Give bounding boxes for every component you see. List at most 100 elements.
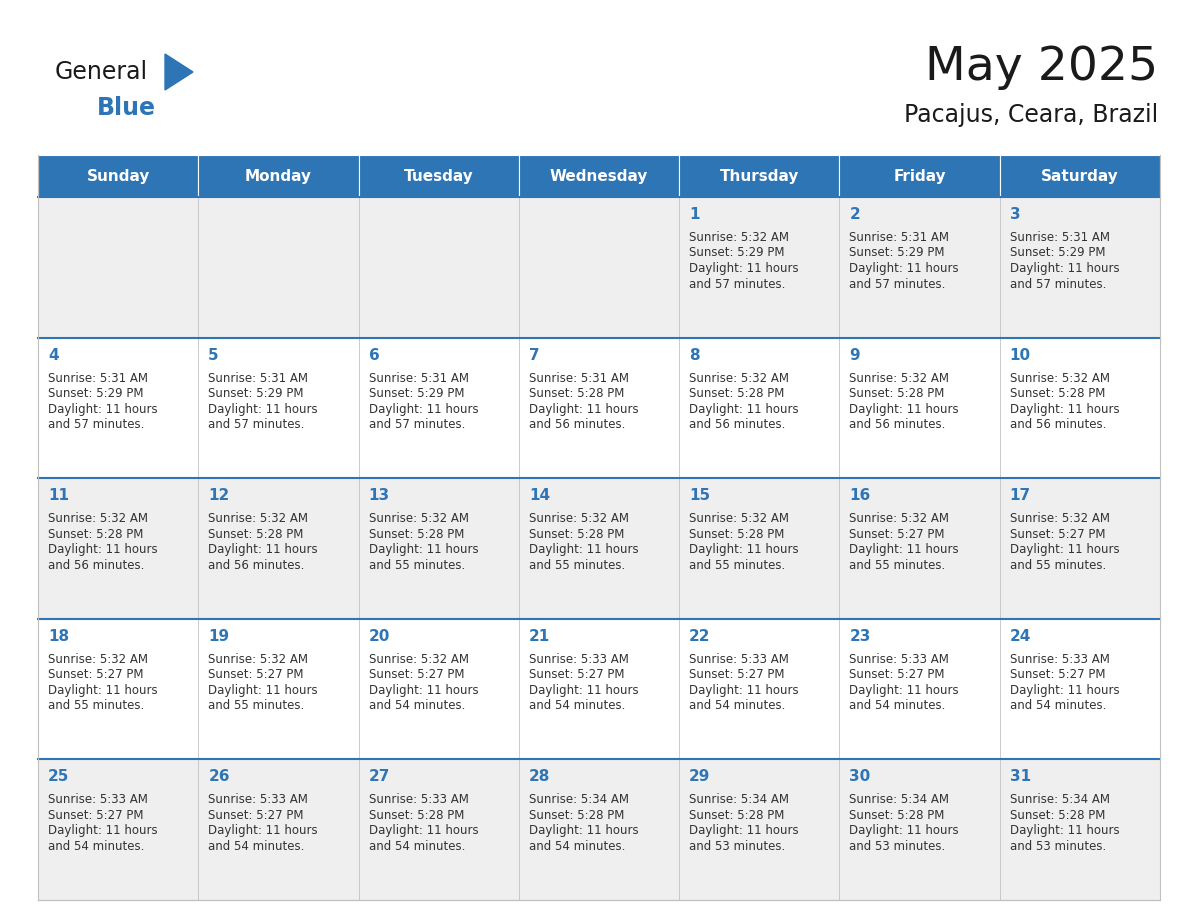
Text: and 56 minutes.: and 56 minutes. xyxy=(48,559,145,572)
Text: Pacajus, Ceara, Brazil: Pacajus, Ceara, Brazil xyxy=(904,103,1158,127)
Text: Daylight: 11 hours: Daylight: 11 hours xyxy=(689,403,798,416)
Text: Daylight: 11 hours: Daylight: 11 hours xyxy=(529,684,638,697)
Text: Sunset: 5:29 PM: Sunset: 5:29 PM xyxy=(48,387,144,400)
Text: and 55 minutes.: and 55 minutes. xyxy=(368,559,465,572)
Text: Daylight: 11 hours: Daylight: 11 hours xyxy=(48,543,158,556)
Text: Daylight: 11 hours: Daylight: 11 hours xyxy=(849,543,959,556)
Text: Sunrise: 5:33 AM: Sunrise: 5:33 AM xyxy=(529,653,628,666)
Bar xyxy=(359,155,519,197)
Text: Sunrise: 5:32 AM: Sunrise: 5:32 AM xyxy=(48,653,148,666)
Text: Tuesday: Tuesday xyxy=(404,169,474,184)
Text: and 54 minutes.: and 54 minutes. xyxy=(529,840,625,853)
Text: Sunset: 5:28 PM: Sunset: 5:28 PM xyxy=(208,528,304,541)
Text: 2: 2 xyxy=(849,207,860,222)
Text: and 53 minutes.: and 53 minutes. xyxy=(1010,840,1106,853)
Text: and 55 minutes.: and 55 minutes. xyxy=(849,559,946,572)
Text: 27: 27 xyxy=(368,769,390,784)
Text: and 54 minutes.: and 54 minutes. xyxy=(368,840,465,853)
Bar xyxy=(1000,338,1159,478)
Text: 5: 5 xyxy=(208,348,219,363)
Text: and 56 minutes.: and 56 minutes. xyxy=(529,418,625,431)
Text: May 2025: May 2025 xyxy=(925,46,1158,91)
Text: 9: 9 xyxy=(849,348,860,363)
Text: Sunset: 5:27 PM: Sunset: 5:27 PM xyxy=(529,668,625,681)
Bar xyxy=(38,197,198,338)
Text: and 56 minutes.: and 56 minutes. xyxy=(208,559,304,572)
Bar xyxy=(1000,619,1159,759)
Text: and 54 minutes.: and 54 minutes. xyxy=(849,700,946,712)
Text: Sunset: 5:27 PM: Sunset: 5:27 PM xyxy=(689,668,784,681)
Bar xyxy=(680,478,840,619)
Bar xyxy=(519,478,680,619)
Bar xyxy=(359,197,519,338)
Text: 23: 23 xyxy=(849,629,871,644)
Text: Sunset: 5:27 PM: Sunset: 5:27 PM xyxy=(1010,668,1105,681)
Text: Sunrise: 5:33 AM: Sunrise: 5:33 AM xyxy=(1010,653,1110,666)
Text: Sunrise: 5:34 AM: Sunrise: 5:34 AM xyxy=(1010,793,1110,806)
Text: and 57 minutes.: and 57 minutes. xyxy=(849,277,946,290)
Text: Sunset: 5:28 PM: Sunset: 5:28 PM xyxy=(1010,387,1105,400)
Text: Sunset: 5:27 PM: Sunset: 5:27 PM xyxy=(368,668,465,681)
Text: 6: 6 xyxy=(368,348,379,363)
Text: 30: 30 xyxy=(849,769,871,784)
Text: Sunrise: 5:31 AM: Sunrise: 5:31 AM xyxy=(1010,231,1110,244)
Text: Blue: Blue xyxy=(97,96,156,120)
Text: 1: 1 xyxy=(689,207,700,222)
Text: Daylight: 11 hours: Daylight: 11 hours xyxy=(689,824,798,837)
Text: Sunrise: 5:32 AM: Sunrise: 5:32 AM xyxy=(1010,512,1110,525)
Text: 16: 16 xyxy=(849,488,871,503)
Text: Sunset: 5:27 PM: Sunset: 5:27 PM xyxy=(849,668,944,681)
Bar xyxy=(840,619,1000,759)
Text: and 54 minutes.: and 54 minutes. xyxy=(529,700,625,712)
Text: and 57 minutes.: and 57 minutes. xyxy=(208,418,304,431)
Text: Daylight: 11 hours: Daylight: 11 hours xyxy=(48,403,158,416)
Text: 8: 8 xyxy=(689,348,700,363)
Text: and 56 minutes.: and 56 minutes. xyxy=(689,418,785,431)
Text: Daylight: 11 hours: Daylight: 11 hours xyxy=(208,824,318,837)
Text: Daylight: 11 hours: Daylight: 11 hours xyxy=(689,262,798,275)
Text: Sunrise: 5:31 AM: Sunrise: 5:31 AM xyxy=(208,372,308,385)
Text: Daylight: 11 hours: Daylight: 11 hours xyxy=(529,543,638,556)
Bar xyxy=(840,338,1000,478)
Text: Daylight: 11 hours: Daylight: 11 hours xyxy=(368,403,479,416)
Text: and 57 minutes.: and 57 minutes. xyxy=(48,418,145,431)
Text: and 55 minutes.: and 55 minutes. xyxy=(689,559,785,572)
Bar xyxy=(519,759,680,900)
Text: Sunset: 5:29 PM: Sunset: 5:29 PM xyxy=(689,247,784,260)
Text: Daylight: 11 hours: Daylight: 11 hours xyxy=(1010,262,1119,275)
Text: Sunrise: 5:33 AM: Sunrise: 5:33 AM xyxy=(689,653,789,666)
Text: and 57 minutes.: and 57 minutes. xyxy=(689,277,785,290)
Text: Daylight: 11 hours: Daylight: 11 hours xyxy=(208,403,318,416)
Text: Sunrise: 5:32 AM: Sunrise: 5:32 AM xyxy=(1010,372,1110,385)
Text: 14: 14 xyxy=(529,488,550,503)
Text: Daylight: 11 hours: Daylight: 11 hours xyxy=(689,684,798,697)
Text: 22: 22 xyxy=(689,629,710,644)
Text: Daylight: 11 hours: Daylight: 11 hours xyxy=(529,403,638,416)
Text: Sunrise: 5:31 AM: Sunrise: 5:31 AM xyxy=(529,372,628,385)
Text: Sunset: 5:29 PM: Sunset: 5:29 PM xyxy=(1010,247,1105,260)
Bar xyxy=(38,759,198,900)
Text: Daylight: 11 hours: Daylight: 11 hours xyxy=(208,543,318,556)
Text: Daylight: 11 hours: Daylight: 11 hours xyxy=(529,824,638,837)
Bar xyxy=(519,197,680,338)
Text: Sunset: 5:29 PM: Sunset: 5:29 PM xyxy=(849,247,944,260)
Text: Daylight: 11 hours: Daylight: 11 hours xyxy=(48,824,158,837)
Text: Sunrise: 5:32 AM: Sunrise: 5:32 AM xyxy=(208,512,308,525)
Text: Wednesday: Wednesday xyxy=(550,169,649,184)
Bar xyxy=(1000,478,1159,619)
Text: 20: 20 xyxy=(368,629,390,644)
Bar xyxy=(519,619,680,759)
Text: Sunrise: 5:32 AM: Sunrise: 5:32 AM xyxy=(368,653,468,666)
Text: 28: 28 xyxy=(529,769,550,784)
Text: 15: 15 xyxy=(689,488,710,503)
Text: Sunrise: 5:31 AM: Sunrise: 5:31 AM xyxy=(48,372,148,385)
Polygon shape xyxy=(165,54,192,90)
Text: Daylight: 11 hours: Daylight: 11 hours xyxy=(208,684,318,697)
Text: Sunset: 5:28 PM: Sunset: 5:28 PM xyxy=(849,809,944,822)
Text: Sunset: 5:28 PM: Sunset: 5:28 PM xyxy=(529,387,624,400)
Bar xyxy=(198,197,359,338)
Text: and 54 minutes.: and 54 minutes. xyxy=(48,840,145,853)
Text: 3: 3 xyxy=(1010,207,1020,222)
Text: Sunset: 5:28 PM: Sunset: 5:28 PM xyxy=(529,809,624,822)
Text: Daylight: 11 hours: Daylight: 11 hours xyxy=(1010,543,1119,556)
